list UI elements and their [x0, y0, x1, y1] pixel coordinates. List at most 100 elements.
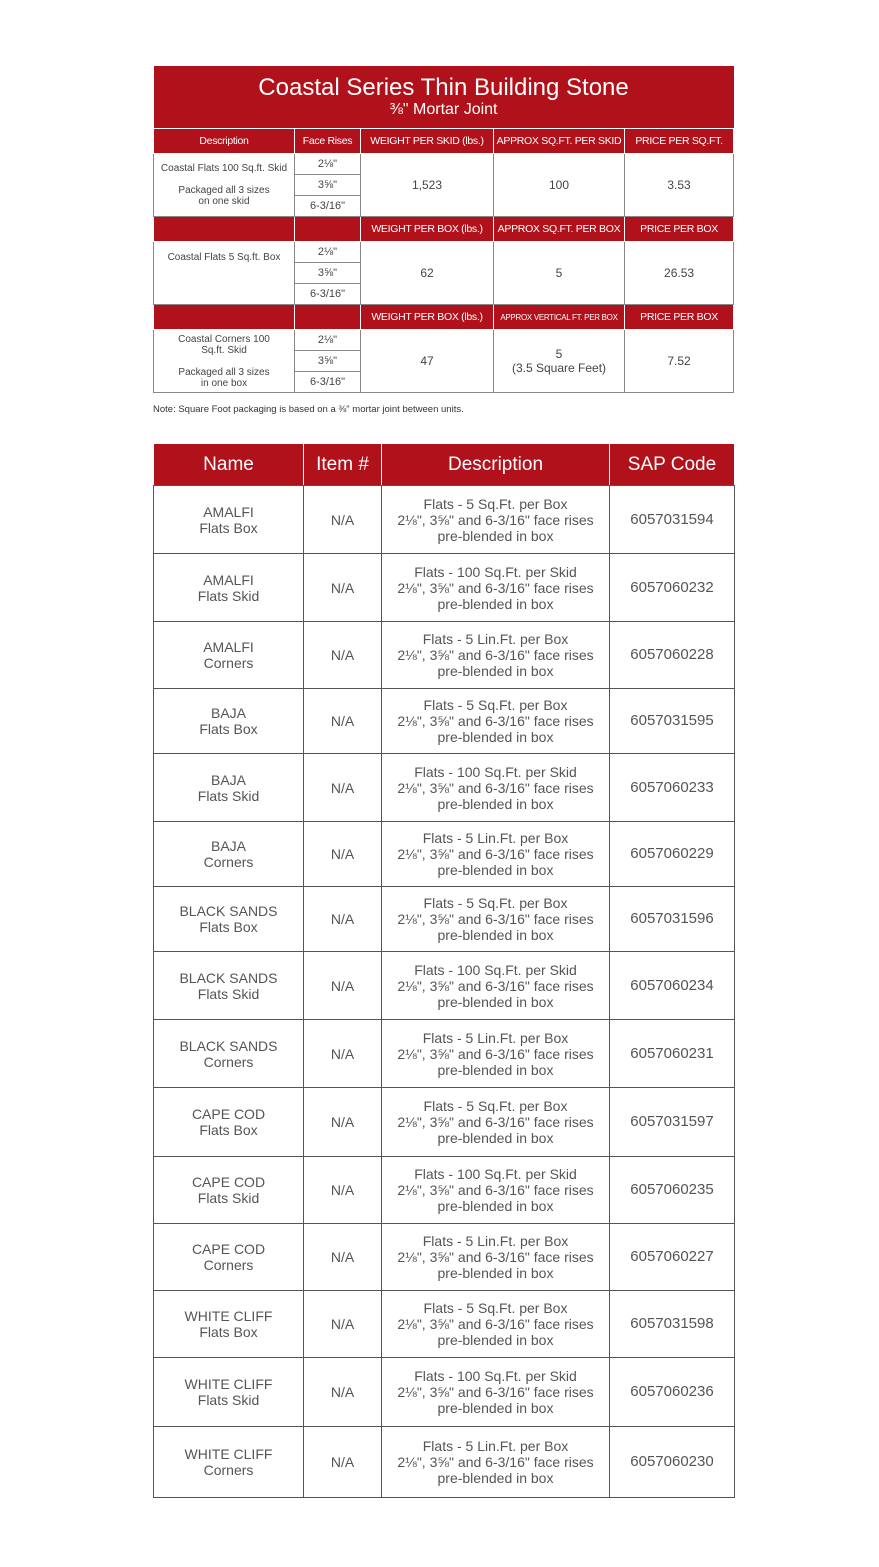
- col-name: Name: [153, 443, 304, 486]
- item-number: N/A: [303, 821, 382, 887]
- product-name: AMALFI Flats Skid: [153, 553, 304, 622]
- col-sap: SAP Code: [609, 443, 735, 486]
- col-price: PRICE PER BOX: [623, 304, 735, 330]
- col-price: PRICE PER BOX: [623, 216, 735, 242]
- item-number: N/A: [303, 1156, 382, 1224]
- product-name: BAJA Flats Skid: [153, 753, 304, 822]
- rise: 2⅛": [294, 241, 361, 263]
- rise: 3⅝": [294, 350, 361, 372]
- weight: 1,523: [360, 153, 494, 217]
- table-row: BLACK SANDS Flats Box N/A Flats - 5 Sq.Ft…: [153, 886, 735, 952]
- rise: 2⅛": [294, 153, 361, 175]
- product-description: Flats - 5 Sq.Ft. per Box 2⅛", 3⅝" and 6-3…: [381, 485, 610, 554]
- product-name: CAPE COD Flats Skid: [153, 1156, 304, 1224]
- product-description: Flats - 100 Sq.Ft. per Skid 2⅛", 3⅝" and …: [381, 1156, 610, 1224]
- product-description: Flats - 100 Sq.Ft. per Skid 2⅛", 3⅝" and …: [381, 951, 610, 1020]
- price: 7.52: [623, 329, 735, 393]
- area: 100: [493, 153, 625, 217]
- table-row: CAPE COD Corners N/A Flats - 5 Lin.Ft. pe…: [153, 1223, 735, 1291]
- sap-code: 6057060232: [609, 553, 735, 622]
- product-name: BLACK SANDS Corners: [153, 1019, 304, 1088]
- weight: 62: [360, 241, 494, 305]
- product-description: Flats - 5 Lin.Ft. per Box 2⅛", 3⅝" and 6-…: [381, 1019, 610, 1088]
- sap-code: 6057031596: [609, 886, 735, 952]
- price: 26.53: [623, 241, 735, 305]
- table-title: Coastal Series Thin Building Stone ⅜" Mor…: [153, 66, 734, 129]
- footnote: Note: Square Foot packaging is based on …: [153, 404, 464, 415]
- area: 5: [493, 241, 625, 305]
- sap-code: 6057031595: [609, 688, 735, 754]
- col-area: APPROX VERTICAL FT. PER BOX: [493, 304, 625, 330]
- table-row: BLACK SANDS Corners N/A Flats - 5 Lin.Ft.…: [153, 1019, 735, 1088]
- weight: 47: [360, 329, 494, 393]
- rise: 6-3/16": [294, 195, 361, 217]
- product-description: Flats - 5 Lin.Ft. per Box 2⅛", 3⅝" and 6-…: [381, 1426, 610, 1498]
- sap-code: 6057031597: [609, 1087, 735, 1157]
- product-name: WHITE CLIFF Flats Box: [153, 1290, 304, 1358]
- sap-code: 6057031598: [609, 1290, 735, 1358]
- spec-table: Coastal Series Thin Building Stone ⅜" Mor…: [153, 66, 735, 393]
- product-description: Flats - 100 Sq.Ft. per Skid 2⅛", 3⅝" and …: [381, 553, 610, 622]
- product-description: Flats - 5 Sq.Ft. per Box 2⅛", 3⅝" and 6-3…: [381, 886, 610, 952]
- product-description: Flats - 5 Lin.Ft. per Box 2⅛", 3⅝" and 6-…: [381, 1223, 610, 1291]
- product-description: Flats - 5 Sq.Ft. per Box 2⅛", 3⅝" and 6-3…: [381, 688, 610, 754]
- sap-code: 6057060230: [609, 1426, 735, 1498]
- table-row: BAJA Corners N/A Flats - 5 Lin.Ft. per Bo…: [153, 821, 735, 887]
- sap-code: 6057031594: [609, 485, 735, 554]
- col-face-rises: Face Rises: [294, 128, 361, 154]
- item-number: N/A: [303, 1290, 382, 1358]
- item-number: N/A: [303, 553, 382, 622]
- item-number: N/A: [303, 1223, 382, 1291]
- item-number: N/A: [303, 688, 382, 754]
- product-table: Name Item # Description SAP Code AMALFI F…: [153, 443, 735, 1498]
- col-weight: WEIGHT PER SKID (lbs.): [360, 128, 494, 154]
- table-row: BAJA Flats Skid N/A Flats - 100 Sq.Ft. pe…: [153, 753, 735, 822]
- product-name: AMALFI Flats Box: [153, 485, 304, 554]
- item-number: N/A: [303, 1087, 382, 1157]
- col-description: Description: [153, 128, 295, 154]
- table-row: CAPE COD Flats Box N/A Flats - 5 Sq.Ft. p…: [153, 1087, 735, 1157]
- product-description: Flats - 100 Sq.Ft. per Skid 2⅛", 3⅝" and …: [381, 1357, 610, 1427]
- product-name: BAJA Flats Box: [153, 688, 304, 754]
- sap-code: 6057060229: [609, 821, 735, 887]
- col-weight: WEIGHT PER BOX (lbs.): [360, 216, 494, 242]
- col-description: Description: [381, 443, 610, 486]
- product-description: Flats - 5 Lin.Ft. per Box 2⅛", 3⅝" and 6-…: [381, 821, 610, 887]
- rise: 6-3/16": [294, 371, 361, 393]
- table-row: BAJA Flats Box N/A Flats - 5 Sq.Ft. per B…: [153, 688, 735, 754]
- table-row: BLACK SANDS Flats Skid N/A Flats - 100 Sq…: [153, 951, 735, 1020]
- item-number: N/A: [303, 1019, 382, 1088]
- table-row: AMALFI Corners N/A Flats - 5 Lin.Ft. per …: [153, 621, 735, 689]
- area: 5 (3.5 Square Feet): [493, 329, 625, 393]
- col-area: APPROX SQ.FT. PER SKID: [493, 128, 625, 154]
- price: 3.53: [623, 153, 735, 217]
- item-number: N/A: [303, 1426, 382, 1498]
- sap-code: 6057060231: [609, 1019, 735, 1088]
- product-name: CAPE COD Flats Box: [153, 1087, 304, 1157]
- product-name: BLACK SANDS Flats Box: [153, 886, 304, 952]
- rise: 6-3/16": [294, 283, 361, 305]
- sap-code: 6057060234: [609, 951, 735, 1020]
- item-number: N/A: [303, 951, 382, 1020]
- item-number: N/A: [303, 1357, 382, 1427]
- item-number: N/A: [303, 621, 382, 689]
- group-description: Coastal Corners 100 Sq.ft. Skid Packaged a…: [153, 329, 295, 393]
- rise: 3⅝": [294, 262, 361, 284]
- table-row: WHITE CLIFF Corners N/A Flats - 5 Lin.Ft.…: [153, 1426, 735, 1498]
- table-row: WHITE CLIFF Flats Box N/A Flats - 5 Sq.Ft…: [153, 1290, 735, 1358]
- col-weight: WEIGHT PER BOX (lbs.): [360, 304, 494, 330]
- product-description: Flats - 5 Sq.Ft. per Box 2⅛", 3⅝" and 6-3…: [381, 1087, 610, 1157]
- product-name: WHITE CLIFF Flats Skid: [153, 1357, 304, 1427]
- table-row: AMALFI Flats Skid N/A Flats - 100 Sq.Ft. …: [153, 553, 735, 622]
- sap-code: 6057060227: [609, 1223, 735, 1291]
- product-name: BLACK SANDS Flats Skid: [153, 951, 304, 1020]
- product-name: BAJA Corners: [153, 821, 304, 887]
- sap-code: 6057060235: [609, 1156, 735, 1224]
- sap-code: 6057060228: [609, 621, 735, 689]
- item-number: N/A: [303, 485, 382, 554]
- table-row: WHITE CLIFF Flats Skid N/A Flats - 100 Sq…: [153, 1357, 735, 1427]
- rise: 2⅛": [294, 329, 361, 351]
- col-area: APPROX SQ.FT. PER BOX: [493, 216, 625, 242]
- product-description: Flats - 100 Sq.Ft. per Skid 2⅛", 3⅝" and …: [381, 753, 610, 822]
- product-description: Flats - 5 Sq.Ft. per Box 2⅛", 3⅝" and 6-3…: [381, 1290, 610, 1358]
